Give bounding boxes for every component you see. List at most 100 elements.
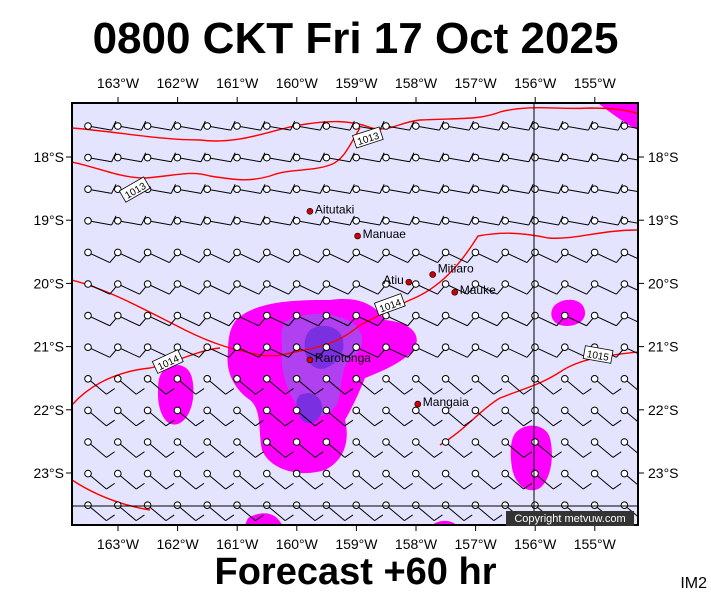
wind-barb [501,343,534,358]
wind-barb [322,280,356,295]
lon-label: 160°W [276,75,319,91]
wind-barb [561,248,594,263]
wind-barb [620,122,638,130]
wind-barb [412,280,445,295]
lon-label: 162°W [157,536,200,552]
wind-barb [84,375,115,395]
town-marker [354,232,361,240]
wind-barb [263,406,294,427]
wind-barb [84,406,115,427]
wind-barb [382,152,415,163]
axes: 163°W 163°W 162°W 162°W 161°W 161°W 160°W 160°W… [33,75,678,552]
wind-barb [173,501,205,522]
copyright-box [506,511,634,526]
wind-barb [590,406,622,427]
wind-barb [620,406,638,423]
wind-barb [84,120,117,131]
wind-barb [590,248,624,263]
wind-barb [263,215,296,226]
wind-barb [471,152,504,163]
lon-label: 162°W [157,75,200,91]
lat-label: 18°S [648,149,679,165]
wind-barb [173,120,206,131]
wind-barb [382,248,415,263]
wind-barb [263,152,296,163]
wind-barb [173,184,206,194]
wind-barb [501,184,534,194]
wind-barb [441,215,474,226]
lat-label: 22°S [33,402,64,418]
wind-barb [322,375,354,395]
lon-label: 163°W [97,75,140,91]
wind-barb [412,501,443,522]
wind-barb [263,184,296,194]
wind-barb [233,248,266,263]
wind-barb [620,153,638,162]
wind-barb [84,343,117,358]
wind-barb [203,184,236,194]
wind-barb [322,406,354,427]
wind-barb [531,343,564,358]
wind-barb [322,152,355,163]
wind-barb [84,311,117,327]
wind-barb [292,438,324,458]
lat-label: 20°S [33,275,64,291]
wind-barb [441,184,474,194]
copyright-text: Copyright metvuw.com [514,513,625,525]
wind-barb [292,311,326,327]
wind-barb [531,215,564,226]
lon-label: 159°W [335,536,378,552]
wind-barb [263,469,294,490]
town-marker [306,356,314,364]
town-marker [405,278,413,286]
lat-label: 19°S [648,212,679,228]
wind-barb [233,343,266,358]
wind-barb [620,185,638,193]
wind-barb [173,375,205,395]
wind-barb [143,280,177,295]
wind-barb [233,311,266,327]
lon-label: 156°W [514,536,557,552]
wind-barb [84,280,117,295]
wind-barb [382,280,415,295]
wind-barb [84,469,115,490]
wind-barb [590,311,624,327]
map-frame [71,102,639,526]
wind-barb [412,311,445,327]
wind-barb [173,406,205,427]
wind-barb [501,248,534,263]
wind-barb [263,375,294,395]
wind-barb [352,406,384,427]
wind-barb [322,120,355,131]
wind-barb [561,406,592,427]
wind-barb [441,343,475,358]
wind-barb [352,215,385,226]
wind-barb [352,501,384,522]
lon-label: 158°W [395,75,438,91]
town-label: Mangaia [423,395,469,409]
lon-label: 159°W [335,75,378,91]
wind-barb [471,280,505,295]
wind-barb [322,501,354,522]
wind-barb [531,406,562,427]
wind-barb [561,184,594,194]
wind-barb [233,184,266,194]
wind-barb [292,406,324,427]
town-label: Mitiaro [438,262,474,276]
wind-barb [531,375,562,395]
wind-barb [412,152,445,163]
wind-barb [590,152,623,163]
wind-barb [203,215,236,226]
wind-barb [531,120,564,131]
wind-barb [292,184,325,194]
wind-barb [561,152,594,163]
wind-barb [143,406,175,427]
wind-barb [143,311,177,327]
wind-barb [173,280,207,295]
towns-layer: Aitutaki Manuae Mitiaro Atiu Mauke Rarotonga M… [306,202,496,409]
wind-barb [471,375,503,395]
wind-barb [114,438,145,458]
wind-barb [531,184,564,194]
wind-barb [173,343,207,358]
wind-barb [501,215,534,226]
